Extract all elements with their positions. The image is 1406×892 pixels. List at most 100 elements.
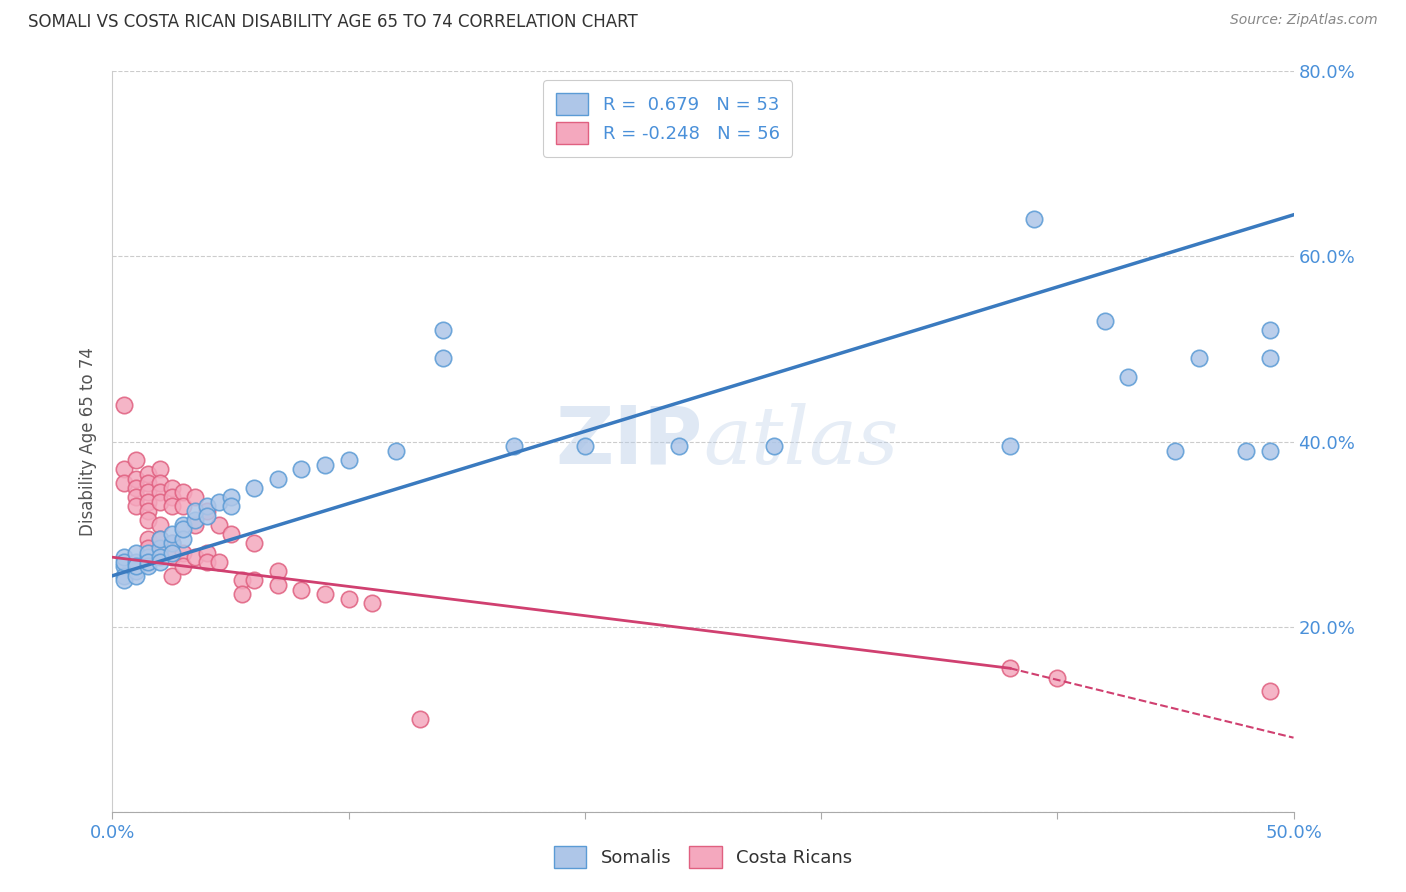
Point: [125, 555, 148, 569]
Point: [149, 485, 172, 500]
Point: [314, 587, 336, 601]
Point: [195, 504, 218, 518]
Point: [160, 568, 183, 582]
Point: [998, 439, 1021, 453]
Point: [125, 453, 148, 467]
Point: [112, 568, 135, 582]
Point: [208, 555, 231, 569]
Point: [172, 545, 194, 560]
Point: [1116, 369, 1139, 384]
Y-axis label: Disability Age 65 to 74: Disability Age 65 to 74: [79, 347, 97, 536]
Point: [290, 462, 312, 476]
Point: [574, 439, 596, 453]
Point: [125, 564, 148, 578]
Point: [432, 324, 454, 338]
Point: [267, 578, 290, 592]
Point: [184, 550, 207, 565]
Point: [219, 500, 242, 514]
Point: [149, 545, 172, 560]
Point: [998, 661, 1021, 675]
Point: [208, 517, 231, 532]
Point: [337, 453, 360, 467]
Point: [149, 476, 172, 491]
Point: [125, 490, 148, 504]
Point: [125, 545, 148, 560]
Point: [160, 500, 183, 514]
Point: [112, 559, 135, 574]
Point: [184, 513, 207, 527]
Point: [136, 559, 159, 574]
Point: [243, 574, 266, 588]
Point: [149, 532, 172, 546]
Point: [136, 541, 159, 555]
Point: [112, 555, 135, 569]
Point: [1046, 671, 1069, 685]
Point: [195, 508, 218, 523]
Point: [432, 351, 454, 366]
Point: [1234, 443, 1257, 458]
Point: [361, 597, 384, 611]
Legend: Somalis, Costa Ricans: Somalis, Costa Ricans: [544, 837, 862, 877]
Point: [208, 494, 231, 508]
Point: [1258, 351, 1281, 366]
Point: [195, 555, 218, 569]
Point: [149, 494, 172, 508]
Point: [267, 564, 290, 578]
Point: [112, 550, 135, 565]
Point: [762, 439, 785, 453]
Point: [1094, 314, 1116, 328]
Point: [1188, 351, 1211, 366]
Point: [136, 467, 159, 481]
Point: [136, 476, 159, 491]
Point: [385, 443, 408, 458]
Point: [184, 504, 207, 518]
Text: atlas: atlas: [703, 403, 898, 480]
Point: [195, 500, 218, 514]
Point: [1022, 212, 1045, 227]
Point: [149, 517, 172, 532]
Point: [1258, 324, 1281, 338]
Point: [149, 541, 172, 555]
Point: [160, 550, 183, 565]
Text: SOMALI VS COSTA RICAN DISABILITY AGE 65 TO 74 CORRELATION CHART: SOMALI VS COSTA RICAN DISABILITY AGE 65 …: [28, 13, 638, 31]
Point: [172, 523, 194, 537]
Point: [136, 504, 159, 518]
Point: [160, 545, 183, 560]
Point: [219, 490, 242, 504]
Point: [125, 559, 148, 574]
Point: [172, 532, 194, 546]
Point: [136, 545, 159, 560]
Point: [136, 555, 159, 569]
Point: [136, 513, 159, 527]
Point: [503, 439, 526, 453]
Point: [136, 485, 159, 500]
Point: [112, 476, 135, 491]
Point: [125, 500, 148, 514]
Point: [668, 439, 690, 453]
Point: [160, 527, 183, 541]
Text: Source: ZipAtlas.com: Source: ZipAtlas.com: [1230, 13, 1378, 28]
Point: [337, 591, 360, 606]
Point: [149, 555, 172, 569]
Point: [160, 481, 183, 495]
Point: [267, 471, 290, 485]
Point: [112, 462, 135, 476]
Point: [195, 545, 218, 560]
Point: [219, 527, 242, 541]
Point: [184, 517, 207, 532]
Point: [149, 550, 172, 565]
Point: [112, 574, 135, 588]
Point: [149, 532, 172, 546]
Point: [1258, 684, 1281, 698]
Point: [231, 574, 253, 588]
Point: [1258, 443, 1281, 458]
Point: [290, 582, 312, 597]
Point: [1164, 443, 1187, 458]
Point: [160, 536, 183, 550]
Point: [243, 536, 266, 550]
Point: [172, 500, 194, 514]
Point: [172, 517, 194, 532]
Point: [408, 712, 430, 726]
Point: [125, 568, 148, 582]
Point: [136, 550, 159, 565]
